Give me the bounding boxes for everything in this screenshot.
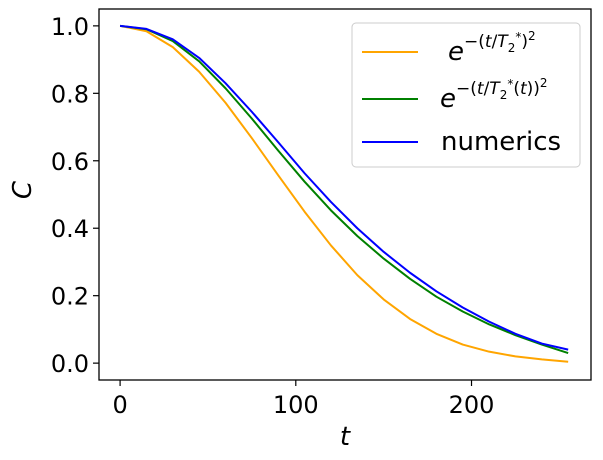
y-tick-label: 0.4 — [51, 215, 89, 243]
series-time-dependent-t2-line — [119, 24, 569, 354]
y-tick-label: 0.6 — [51, 148, 89, 176]
legend: e−(t/T2*)2 e−(t/T2*(t))2 numerics — [351, 22, 581, 168]
y-tick-label: 1.0 — [51, 13, 89, 41]
legend-box — [351, 22, 581, 168]
y-tick-label: 0.2 — [51, 283, 89, 311]
legend-label-time-dependent-t2: e−(t/T2*(t))2 — [440, 76, 548, 114]
plot-frame — [98, 8, 592, 381]
legend-label-fixed-t2: e−(t/T2*)2 — [448, 29, 536, 67]
legend-label-numerics: numerics — [441, 127, 561, 157]
y-axis-label: C — [8, 180, 38, 199]
y-tick-label: 0.8 — [51, 80, 89, 108]
x-tick-label: 0 — [112, 391, 127, 419]
x-axis-label: t — [340, 422, 351, 452]
x-tick-label: 100 — [273, 391, 319, 419]
series-fixed-t2-line — [119, 24, 569, 363]
series-layer — [119, 24, 569, 363]
ticks-layer: 0 100 200 0.0 0.2 0.4 0.6 0.8 1.0 — [51, 13, 495, 419]
x-tick-label: 200 — [449, 391, 495, 419]
y-tick-label: 0.0 — [51, 350, 89, 378]
series-numerics-line — [119, 24, 569, 351]
